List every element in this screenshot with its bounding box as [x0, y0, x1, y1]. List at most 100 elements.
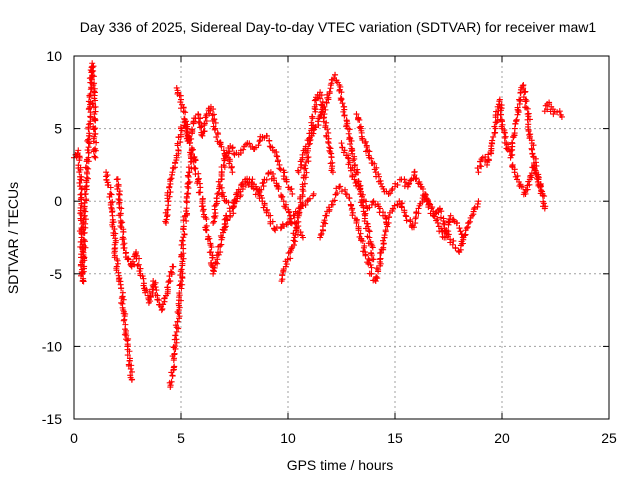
data-point: [370, 198, 377, 205]
data-point: [530, 142, 537, 149]
data-point: [152, 291, 159, 298]
data-point: [359, 238, 366, 245]
data-point: [86, 130, 93, 137]
data-point: [338, 188, 345, 195]
data-point: [185, 185, 192, 192]
data-point: [212, 210, 219, 217]
data-point: [456, 225, 463, 232]
data-point: [516, 97, 523, 104]
data-point: [302, 143, 309, 150]
data-point: [318, 101, 325, 108]
data-point: [230, 210, 237, 217]
data-point: [274, 153, 281, 160]
data-point: [356, 124, 363, 131]
data-point: [351, 153, 358, 160]
data-point: [182, 109, 189, 116]
data-point: [470, 206, 477, 213]
data-point: [164, 189, 171, 196]
data-point: [181, 231, 188, 238]
data-point: [364, 233, 371, 240]
data-point: [263, 209, 270, 216]
data-point: [531, 163, 538, 170]
data-point: [199, 132, 206, 139]
data-point: [475, 198, 482, 205]
data-point: [521, 88, 528, 95]
data-point: [474, 200, 481, 207]
data-point: [511, 169, 518, 176]
data-point: [135, 261, 142, 268]
data-point: [390, 205, 397, 212]
data-point: [203, 227, 210, 234]
data-point: [178, 241, 185, 248]
data-point: [519, 184, 526, 191]
data-point: [77, 173, 84, 180]
data-point: [297, 229, 304, 236]
data-point: [352, 171, 359, 178]
data-point: [255, 142, 262, 149]
axis-ticks: 0 5 10 15 20 25 -15 -10 -5 0 5 10: [42, 48, 617, 446]
data-point: [91, 80, 98, 87]
data-point: [338, 96, 345, 103]
data-point: [91, 116, 98, 123]
data-point: [494, 117, 501, 124]
data-point: [140, 282, 147, 289]
data-point: [338, 89, 345, 96]
data-point: [267, 212, 274, 219]
data-point: [114, 260, 121, 267]
data-point: [89, 73, 96, 80]
data-point: [349, 173, 356, 180]
data-point: [377, 180, 384, 187]
data-point: [178, 266, 185, 273]
data-point: [182, 125, 189, 132]
data-point: [239, 186, 246, 193]
data-point: [188, 126, 195, 133]
data-point: [80, 236, 87, 243]
data-point: [305, 141, 312, 148]
data-point: [170, 344, 177, 351]
data-point: [109, 198, 116, 205]
data-point: [265, 169, 272, 176]
data-point: [435, 209, 442, 216]
data-point: [158, 307, 165, 314]
data-point: [295, 205, 302, 212]
data-point: [366, 257, 373, 264]
y-tick-label: -10: [42, 338, 62, 354]
data-point: [514, 104, 521, 111]
data-point: [280, 198, 287, 205]
data-point: [84, 147, 91, 154]
data-point: [213, 134, 220, 141]
data-point: [81, 243, 88, 250]
data-point: [520, 85, 527, 92]
data-point: [81, 186, 88, 193]
data-point: [337, 83, 344, 90]
data-point: [341, 112, 348, 119]
data-point: [513, 116, 520, 123]
data-point: [90, 104, 97, 111]
data-point: [353, 219, 360, 226]
data-point: [302, 162, 309, 169]
data-point: [295, 218, 302, 225]
data-point: [306, 195, 313, 202]
data-point: [355, 225, 362, 232]
data-point: [198, 203, 205, 210]
data-point: [210, 106, 217, 113]
series-track-e: [162, 103, 236, 226]
data-point: [81, 212, 88, 219]
data-point: [87, 114, 94, 121]
data-point: [337, 183, 344, 190]
data-point: [84, 137, 91, 144]
data-point: [197, 124, 204, 131]
data-point: [303, 169, 310, 176]
data-point: [104, 172, 111, 179]
data-point: [171, 351, 178, 358]
data-point: [162, 209, 169, 216]
data-point: [176, 282, 183, 289]
x-tick-label: 15: [387, 430, 403, 446]
data-point: [195, 170, 202, 177]
data-point: [383, 188, 390, 195]
data-point: [339, 100, 346, 107]
data-point: [128, 262, 135, 269]
data-point: [285, 206, 292, 213]
data-point: [394, 181, 401, 188]
data-point: [447, 212, 454, 219]
